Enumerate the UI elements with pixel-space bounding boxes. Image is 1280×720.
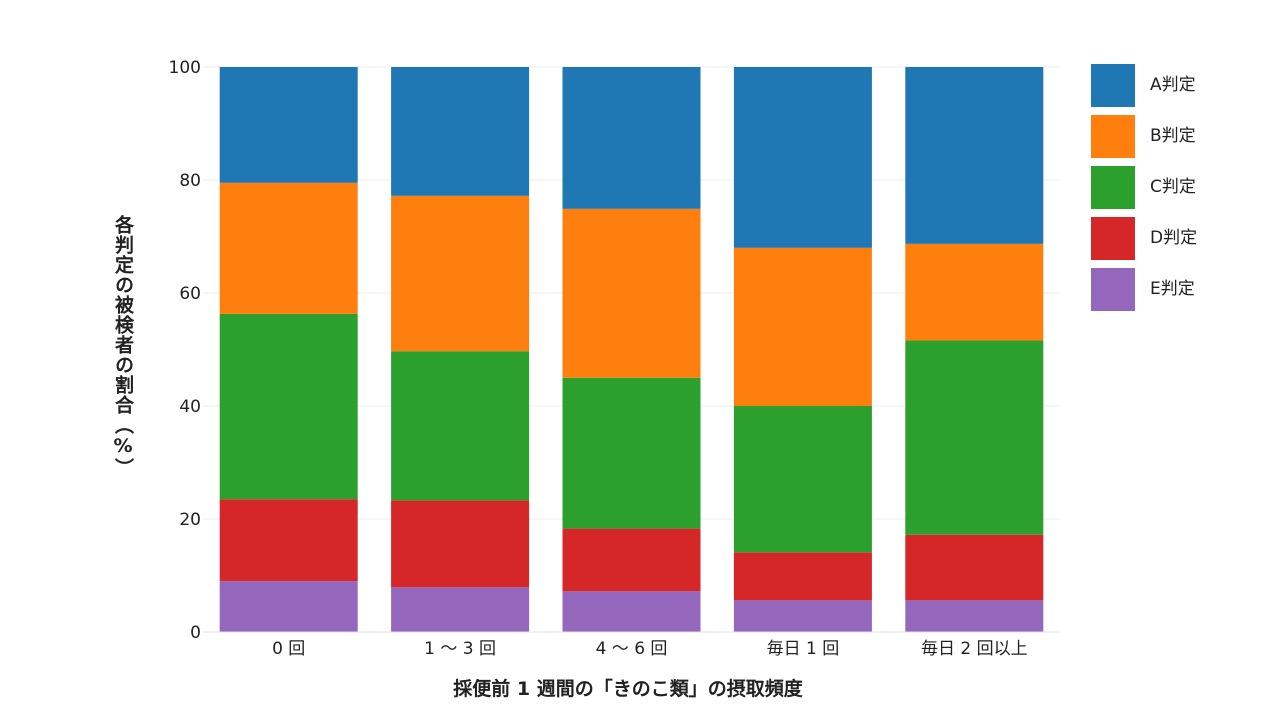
x-tick-label: 毎日 2 回以上 <box>921 639 1028 659</box>
y-axis-title: 各判定の被検者の割合（%） <box>112 215 134 478</box>
bar-segment-A判定-3 <box>733 67 872 248</box>
legend-label: C判定 <box>1150 177 1196 197</box>
bar-segment-C判定-3 <box>733 406 872 553</box>
y-tick-label: 20 <box>179 510 201 530</box>
legend-swatch-B判定 <box>1091 115 1135 158</box>
x-tick-label: 1 ～ 3 回 <box>424 639 496 659</box>
bar-segment-A判定-1 <box>391 67 530 196</box>
x-axis-title: 採便前 1 週間の「きのこ類」の摂取頻度 <box>453 677 803 700</box>
bar-segment-B判定-0 <box>219 182 358 314</box>
bar-segment-C判定-0 <box>219 313 358 500</box>
legend-label: B判定 <box>1150 126 1196 146</box>
legend-swatch-D判定 <box>1091 217 1135 260</box>
y-tick-label: 100 <box>169 58 201 78</box>
bar-segment-B判定-2 <box>562 208 701 378</box>
x-axis-ticks: 0 回 1 ～ 3 回 4 ～ 6 回 毎日 1 回 毎日 2 回以上 <box>272 639 1028 659</box>
legend-label: A判定 <box>1150 75 1196 95</box>
bar-segment-D判定-4 <box>905 534 1044 601</box>
x-tick-label: 4 ～ 6 回 <box>596 639 668 659</box>
bar-segment-E判定-1 <box>391 587 530 632</box>
bar-segment-A判定-0 <box>219 67 358 183</box>
bar-segment-E判定-4 <box>905 600 1044 632</box>
bar-segment-E判定-0 <box>219 581 358 632</box>
bar-segment-D判定-1 <box>391 500 530 588</box>
y-tick-label: 0 <box>190 623 201 643</box>
x-tick-label: 毎日 1 回 <box>767 639 840 659</box>
bar-segment-B判定-4 <box>905 243 1044 341</box>
y-tick-label: 60 <box>179 284 201 304</box>
bar-segment-E判定-2 <box>562 591 701 632</box>
bar-segment-C判定-2 <box>562 377 701 529</box>
bar-segment-D判定-2 <box>562 528 701 592</box>
x-tick-label: 0 回 <box>272 639 305 659</box>
y-tick-label: 80 <box>179 171 201 191</box>
bar-segment-D判定-0 <box>219 499 358 582</box>
bar-segment-A判定-2 <box>562 67 701 209</box>
legend-swatch-A判定 <box>1091 64 1135 107</box>
legend: A判定 B判定 C判定 D判定 E判定 <box>1091 64 1197 311</box>
y-tick-label: 40 <box>179 397 201 417</box>
legend-label: E判定 <box>1150 279 1195 299</box>
bar-segment-C判定-1 <box>391 351 530 501</box>
bar-segment-E判定-3 <box>733 600 872 632</box>
bars-layer <box>219 67 1044 632</box>
legend-swatch-C判定 <box>1091 166 1135 209</box>
bar-segment-D判定-3 <box>733 552 872 601</box>
bar-segment-B判定-3 <box>733 247 872 406</box>
bar-segment-C判定-4 <box>905 340 1044 535</box>
bar-segment-A判定-4 <box>905 67 1044 244</box>
y-axis-ticks: 0 20 40 60 80 100 <box>169 58 201 643</box>
bar-segment-B判定-1 <box>391 195 530 352</box>
legend-swatch-E判定 <box>1091 268 1135 311</box>
legend-label: D判定 <box>1150 228 1197 248</box>
